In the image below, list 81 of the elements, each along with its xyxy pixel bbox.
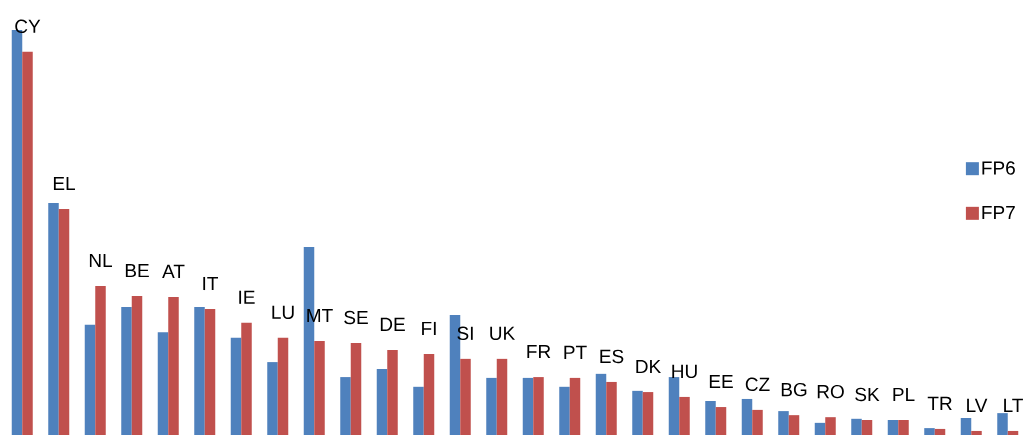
x-tick-label: IE [239,290,255,304]
x-tick-label: CY [15,19,41,34]
bar [971,430,982,435]
bar [131,296,143,435]
x-tick-label: CZ [745,377,770,392]
bar [230,337,242,435]
x-tick-label: RO [817,384,844,399]
x-tick-label: PT [564,345,587,359]
bar [934,428,946,435]
bar [825,417,836,435]
bar [997,413,1008,435]
bar [168,296,179,435]
bar [387,349,398,435]
x-tick-label: EE [709,374,733,389]
bar [340,377,351,435]
bar [241,322,252,435]
x-tick-label: FR [527,345,551,359]
bar [496,358,508,435]
x-tick-label: HU [672,364,697,379]
bar [924,428,935,435]
bar [1007,430,1019,435]
x-tick-label: AT [162,264,185,278]
bar [898,420,909,435]
legend-label: FP6 [982,161,1015,175]
bar [121,307,132,435]
bar [22,51,33,435]
bar [851,418,862,435]
x-tick-label: LU [272,305,294,319]
bar [84,324,96,435]
bar [752,409,763,435]
bar [595,373,607,435]
x-tick-label: SK [855,387,880,402]
bar [413,386,424,435]
x-tick-label: DK [636,359,661,374]
bar [715,407,727,435]
bar [788,415,800,435]
bar [741,398,753,435]
x-tick-label: TR [927,396,952,410]
bar [533,377,544,435]
bar [778,411,789,435]
x-tick-label: PL [893,387,915,402]
bar [267,362,278,435]
bar [606,381,617,435]
bar [861,420,873,435]
bar [58,209,70,435]
bar [569,377,581,435]
bar [277,337,289,435]
x-tick-label: UK [490,326,515,341]
bar [350,343,362,435]
x-tick-label: NL [89,253,113,267]
bar [559,386,570,435]
bar [486,377,497,435]
bar [632,390,643,435]
bar [95,285,106,435]
bar [376,368,388,435]
bar [679,396,690,435]
x-tick-label: FI [422,321,436,335]
bar [887,420,899,435]
x-tick-label: IT [203,276,219,291]
x-tick-label: BG [781,382,807,397]
bar [668,377,680,435]
x-tick-label: LV [967,398,988,412]
bar [204,309,216,435]
x-tick-label: EL [53,176,75,191]
bar [642,392,654,435]
bar [814,422,826,435]
bar [960,417,972,435]
bar [48,202,59,435]
x-tick-label: ES [600,349,624,364]
x-tick-label: BE [125,264,149,278]
bar [460,358,471,435]
x-tick-label: DE [380,317,405,331]
x-tick-label: SE [344,310,368,325]
bar [314,341,325,435]
bar [522,377,534,435]
legend-label: FP7 [982,206,1015,220]
bar [157,332,169,435]
x-tick-label: LT [1004,398,1023,412]
bar [423,354,435,435]
bar [194,307,205,435]
bar [705,400,716,435]
